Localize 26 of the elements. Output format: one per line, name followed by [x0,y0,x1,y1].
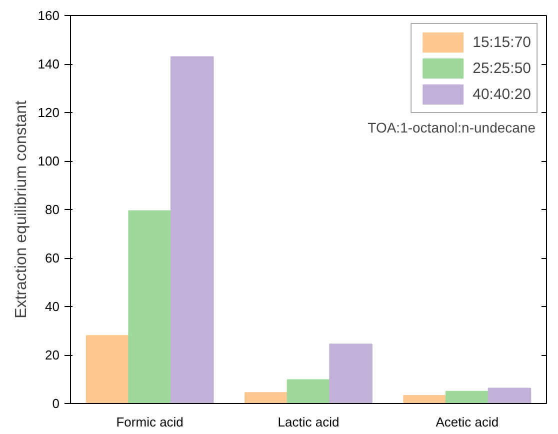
y-tick-label: 80 [45,202,60,217]
y-tick-label: 100 [38,154,60,168]
x-tick-label: Lactic acid [278,414,340,430]
legend-label: 15:15:70 [472,34,531,50]
y-tick-label: 20 [45,348,60,362]
y-tick-label: 160 [38,8,60,23]
y-tick-label: 140 [38,56,60,72]
bar [488,388,532,404]
y-tick-label: 0 [52,396,60,411]
legend-label: 25:25:50 [472,60,531,76]
y-tick-label: 60 [45,250,60,266]
y-axis-title: Extraction equilibrium constant [12,100,30,318]
bar [446,390,489,404]
y-tick-label: 40 [45,299,60,314]
x-tick-label: Acetic acid [436,414,499,430]
bar [128,210,172,404]
bar [244,392,288,404]
x-tick-label: Formic acid [116,414,184,430]
legend-label: 40:40:20 [472,86,531,102]
bar [286,379,330,404]
bar [329,344,372,404]
y-tick-label: 120 [38,105,60,120]
bar [86,335,130,404]
bar [170,56,214,404]
annotation: TOA:1-octanol:n-undecane [368,120,536,136]
bar [403,394,447,404]
